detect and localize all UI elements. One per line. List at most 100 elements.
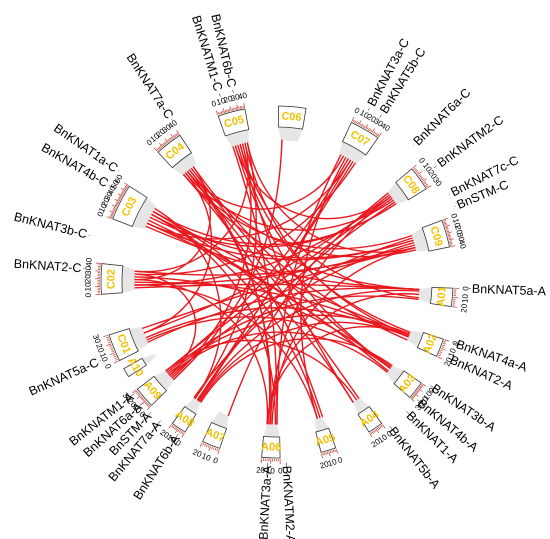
synteny-link: [166, 295, 419, 373]
tick-mark: [168, 138, 171, 142]
tick-label: 0: [103, 363, 113, 371]
tick-mark: [413, 394, 416, 397]
synteny-link: [188, 169, 271, 425]
tick-mark: [371, 128, 376, 133]
tick-mark: [447, 234, 451, 237]
chromosome-ring: C010102030C02010203040C030102030405060C0…: [83, 91, 470, 476]
tick-label: 50: [109, 178, 121, 191]
tick-mark: [365, 124, 369, 129]
tick-mark: [121, 192, 124, 195]
tick-mark: [367, 127, 370, 131]
tick-label: 20: [100, 196, 112, 209]
tick-mark: [373, 131, 376, 134]
synteny-link: [169, 331, 388, 376]
synteny-link: [232, 146, 278, 425]
tick-mark: [322, 452, 324, 456]
tick-mark: [452, 306, 458, 308]
fan-C06: [278, 127, 303, 142]
tick-mark: [417, 171, 422, 175]
synteny-link: [188, 169, 417, 258]
chromosome-block: [430, 286, 454, 307]
synteny-link: [152, 211, 354, 403]
fan-C08: [387, 182, 409, 205]
tick-mark: [374, 429, 377, 432]
tick-mark: [329, 450, 332, 454]
tick-mark: [122, 190, 125, 193]
tick-mark: [214, 447, 217, 451]
chromosome-block: [395, 168, 427, 201]
tick-label: 30: [103, 190, 115, 203]
gene-label: BnKNAT2-C: [13, 257, 82, 276]
synteny-link: [300, 156, 347, 419]
tick-mark: [138, 393, 141, 397]
gene-connector: [367, 107, 370, 111]
tick-mark: [180, 431, 183, 434]
tick-mark: [153, 147, 158, 152]
tick-mark: [139, 396, 143, 399]
tick-mark: [114, 204, 118, 207]
tick-mark: [205, 444, 208, 448]
tick-mark: [441, 346, 445, 348]
tick-mark: [204, 443, 206, 447]
tick-mark: [141, 400, 147, 405]
fan-A05: [314, 416, 329, 433]
tick-mark: [113, 206, 117, 209]
tick-mark: [239, 106, 241, 109]
tick-mark: [146, 403, 149, 406]
chromosome-label: C06: [281, 110, 302, 124]
tick-label: 0: [427, 385, 437, 394]
chromosome-block: [108, 328, 139, 362]
synteny-link: [237, 144, 411, 333]
tick-mark: [415, 391, 419, 394]
chromosome-A10: A10: [123, 355, 147, 379]
tick-mark: [375, 428, 380, 434]
gene-label: BnKNAT5a-C: [27, 355, 101, 398]
tick-mark: [212, 447, 215, 450]
tick-mark: [144, 401, 148, 404]
gene-connector: [108, 184, 110, 186]
tick-mark: [110, 213, 114, 216]
gene-connector: [417, 399, 426, 407]
tick-mark: [421, 383, 427, 387]
tick-mark: [358, 120, 362, 126]
tick-mark: [168, 424, 172, 429]
chromosome-C06: C06: [277, 105, 307, 130]
tick-mark: [176, 132, 179, 136]
tick-mark: [117, 199, 121, 201]
fan-C03: [132, 197, 157, 229]
chromosome-block: [315, 427, 337, 453]
tick-mark: [220, 111, 223, 114]
tick-mark: [331, 450, 333, 453]
tick-label: 40: [84, 257, 93, 267]
chromosome-block: [416, 331, 444, 357]
chromosome-label: A01: [435, 286, 449, 307]
tick-mark: [109, 210, 115, 214]
tick-mark: [114, 357, 118, 360]
fan-A06: [263, 423, 280, 437]
synteny-link: [146, 222, 389, 372]
tick-mark: [448, 237, 452, 239]
tick-label: 0: [417, 156, 427, 165]
tick-mark: [95, 262, 102, 264]
gene-connector: [152, 420, 161, 431]
synteny-link: [246, 142, 416, 253]
synteny-link: [271, 246, 416, 425]
tick-label: 0: [137, 410, 147, 420]
tick-mark: [174, 428, 179, 434]
tick-mark: [323, 452, 326, 456]
tick-mark: [352, 119, 355, 123]
tick-mark: [422, 178, 427, 182]
tick-mark: [124, 186, 128, 188]
tick-mark: [117, 193, 123, 197]
chromosome-label: A05: [314, 432, 337, 449]
gene-connector: [389, 426, 397, 436]
tick-label: 10: [266, 466, 276, 475]
tick-mark: [234, 107, 236, 111]
tick-mark: [124, 182, 129, 186]
tick-mark: [370, 431, 373, 435]
tick-mark: [112, 209, 116, 211]
tick-mark: [109, 345, 112, 347]
